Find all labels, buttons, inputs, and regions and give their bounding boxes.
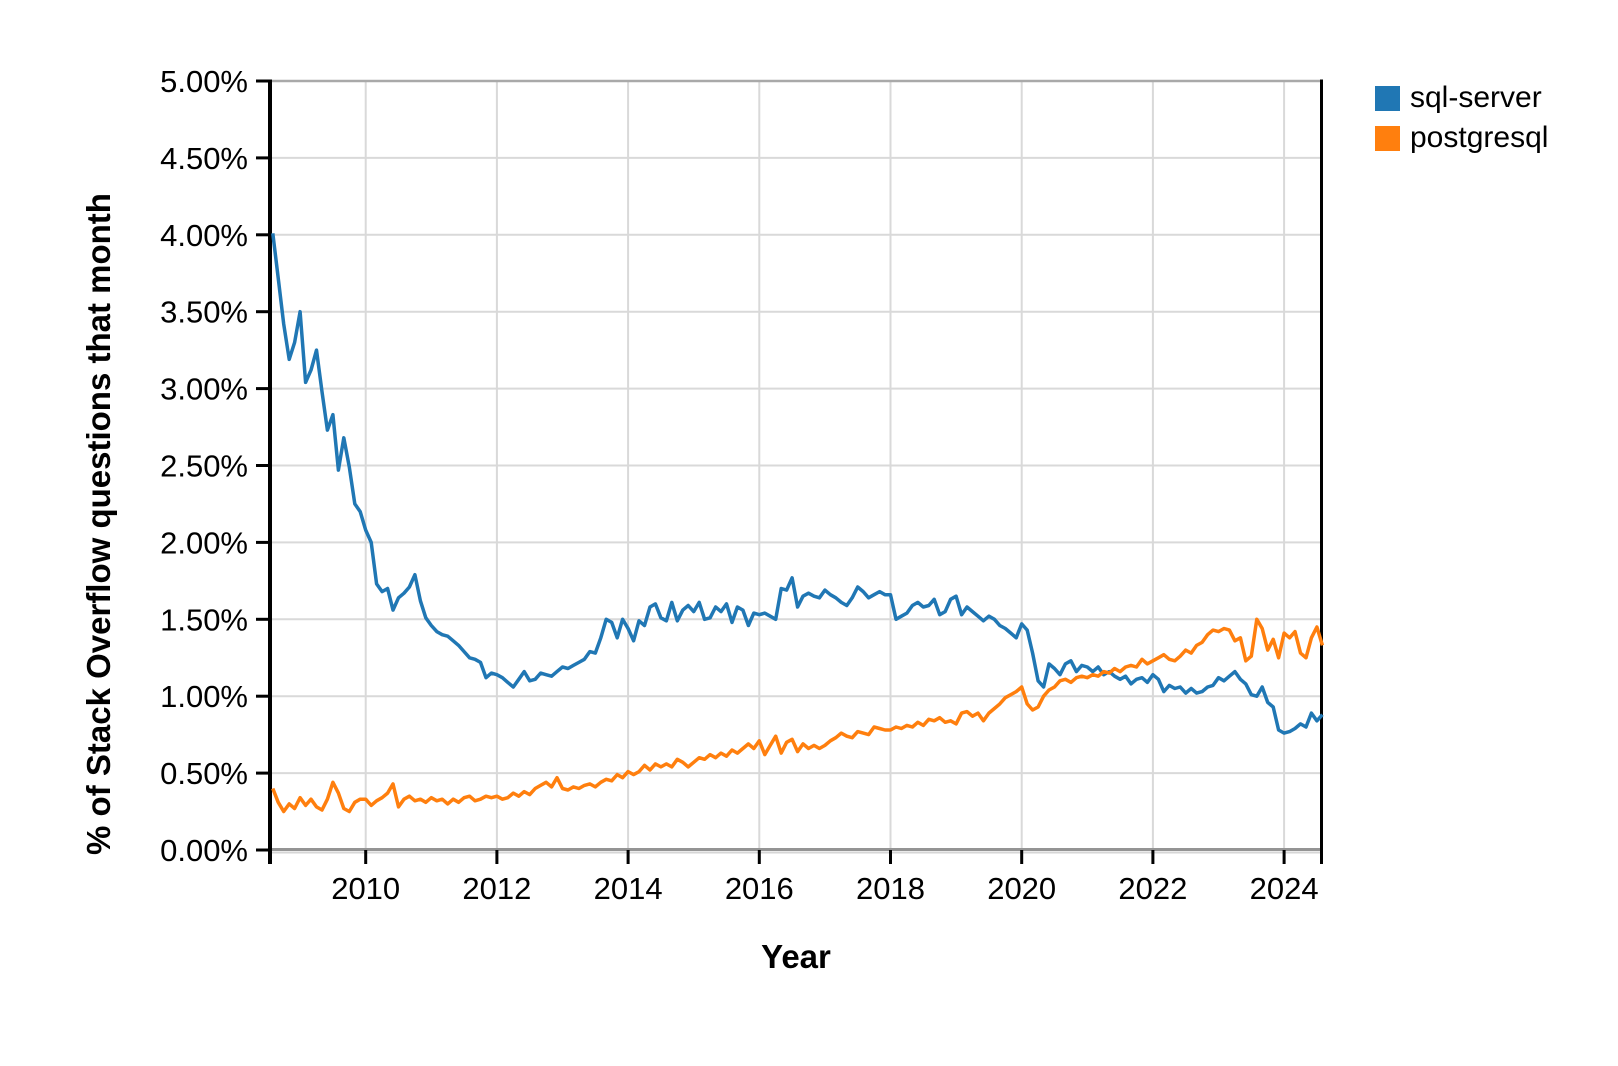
y-tick-label: 3.50% bbox=[160, 295, 248, 330]
gridlines bbox=[270, 81, 1323, 850]
legend-item-sql-server: sql-server bbox=[1375, 83, 1548, 113]
x-tick-label: 2012 bbox=[462, 871, 531, 906]
y-axis-title: % of Stack Overflow questions that month bbox=[80, 193, 117, 855]
y-tick-label: 2.50% bbox=[160, 449, 248, 484]
y-tick-label: 3.00% bbox=[160, 372, 248, 407]
x-tick-label: 2018 bbox=[856, 871, 925, 906]
x-tick-label: 2014 bbox=[594, 871, 663, 906]
y-tick-label: 4.50% bbox=[160, 141, 248, 176]
sql-server-swatch-icon bbox=[1375, 85, 1400, 111]
x-tick-label: 2016 bbox=[725, 871, 794, 906]
series-line-postgresql bbox=[271, 617, 1325, 814]
x-axis-title: Year bbox=[761, 938, 831, 975]
legend: sql-server postgresql bbox=[1375, 83, 1548, 163]
y-tick-label: 1.50% bbox=[160, 602, 248, 637]
plot-frame bbox=[268, 79, 1323, 864]
y-tick-label: 0.00% bbox=[160, 833, 248, 868]
axis-ticks bbox=[256, 79, 1286, 864]
x-tick-label: 2024 bbox=[1250, 871, 1319, 906]
legend-label: sql-server bbox=[1410, 81, 1542, 114]
y-tick-label: 5.00% bbox=[160, 64, 248, 99]
legend-label: postgresql bbox=[1410, 121, 1549, 154]
x-tick-label: 2010 bbox=[331, 871, 400, 906]
y-tick-label: 2.00% bbox=[160, 525, 248, 560]
tick-labels: 0.00% 0.50% 1.00% 1.50% 2.00% 2.50% 3.00% 3.50%… bbox=[160, 64, 1318, 906]
legend-item-postgresql: postgresql bbox=[1375, 123, 1548, 153]
y-tick-label: 0.50% bbox=[160, 756, 248, 791]
x-tick-label: 2020 bbox=[987, 871, 1056, 906]
series-line-sql-server bbox=[271, 233, 1324, 735]
x-tick-label: 2022 bbox=[1118, 871, 1187, 906]
y-tick-label: 4.00% bbox=[160, 218, 248, 253]
y-tick-label: 1.00% bbox=[160, 679, 248, 714]
postgresql-swatch-icon bbox=[1375, 125, 1400, 151]
series-lines bbox=[271, 233, 1325, 814]
